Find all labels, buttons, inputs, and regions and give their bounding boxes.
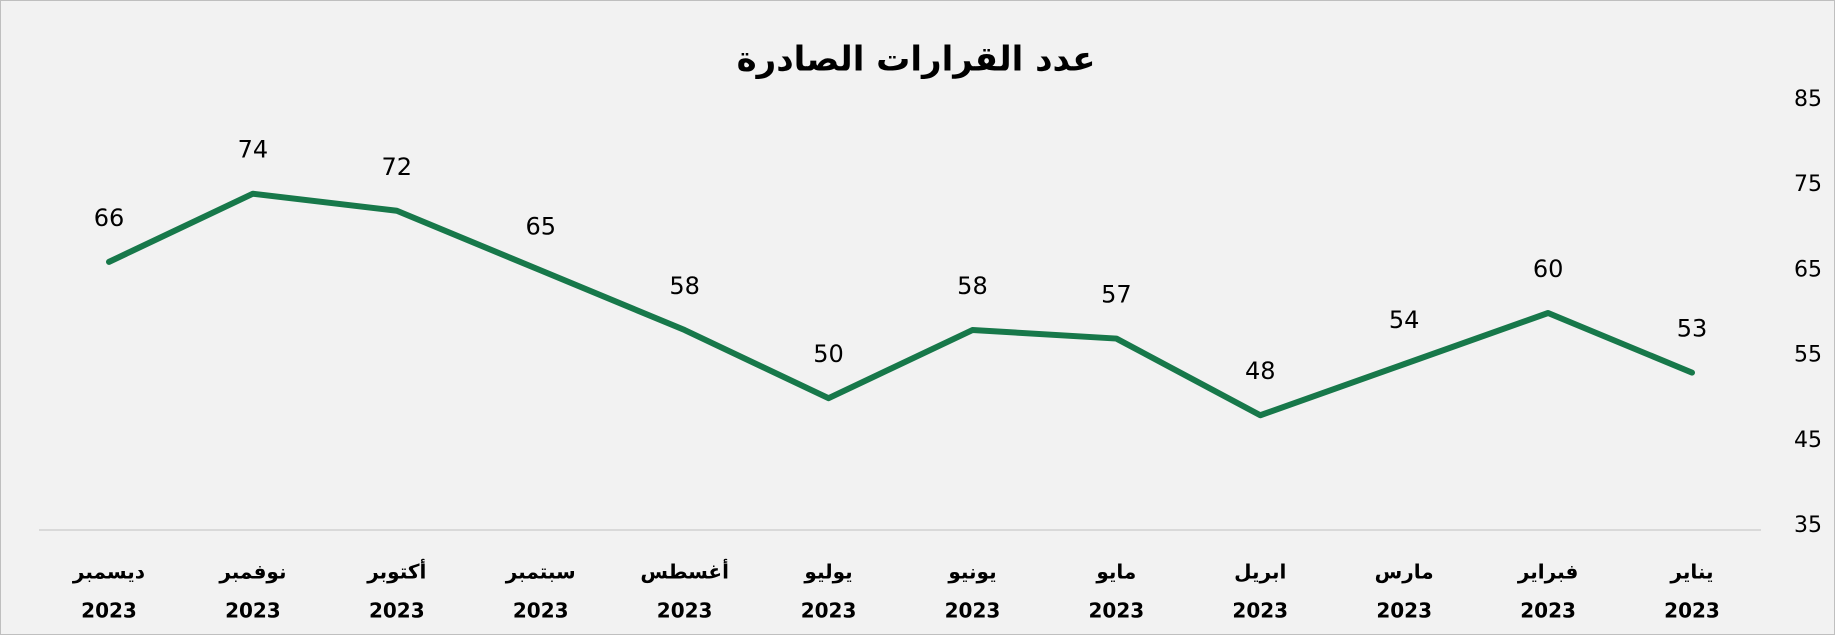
data-label: 74 [238,136,269,164]
data-label: 58 [669,272,700,300]
x-tick-label: أغسطس [640,558,729,584]
data-label: 72 [382,153,413,181]
x-tick-label: 2023 [657,599,713,623]
x-tick-label: يوليو [803,560,852,584]
y-tick-label: 45 [1794,428,1822,453]
x-tick-label: مارس [1375,560,1434,584]
y-tick-label: 75 [1794,172,1822,197]
y-tick-label: 35 [1794,513,1822,538]
data-label: 60 [1533,255,1564,283]
x-tick-label: يناير [1669,560,1713,584]
data-label: 66 [94,204,125,232]
x-tick-label: نوفمبر [218,560,286,584]
y-tick-label: 85 [1794,87,1822,112]
data-label: 65 [525,212,556,240]
data-label: 57 [1101,281,1132,309]
x-tick-label: 2023 [225,599,281,623]
x-tick-label: 2023 [1376,599,1432,623]
x-tick-label: 2023 [1089,599,1145,623]
data-label: 48 [1245,357,1276,385]
x-tick-label: 2023 [513,599,569,623]
x-tick-label: ديسمبر [72,560,145,584]
x-tick-label: فبراير [1517,560,1579,584]
y-tick-label: 65 [1794,257,1822,282]
data-label: 58 [957,272,988,300]
x-tick-label: ابريل [1234,560,1286,584]
x-tick-label: 2023 [1232,599,1288,623]
x-tick-label: 2023 [1520,599,1576,623]
data-line [106,190,1695,419]
x-tick-label: 2023 [81,599,137,623]
chart-title: عدد القرارات الصادرة [737,40,1096,80]
data-label: 50 [813,340,844,368]
y-tick-label: 55 [1794,343,1822,368]
data-label: 54 [1389,306,1420,334]
data-label: 53 [1677,315,1708,343]
x-tick-label: أكتوبر [366,558,426,584]
x-tick-label: سبتمبر [505,560,576,584]
x-tick-label: 2023 [945,599,1001,623]
x-tick-label: 2023 [801,599,857,623]
x-tick-label: يونيو [947,560,996,584]
x-tick-label: مايو [1095,560,1136,584]
x-tick-label: 2023 [1664,599,1720,623]
x-tick-label: 2023 [369,599,425,623]
